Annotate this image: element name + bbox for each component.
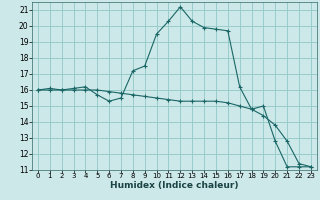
- X-axis label: Humidex (Indice chaleur): Humidex (Indice chaleur): [110, 181, 239, 190]
